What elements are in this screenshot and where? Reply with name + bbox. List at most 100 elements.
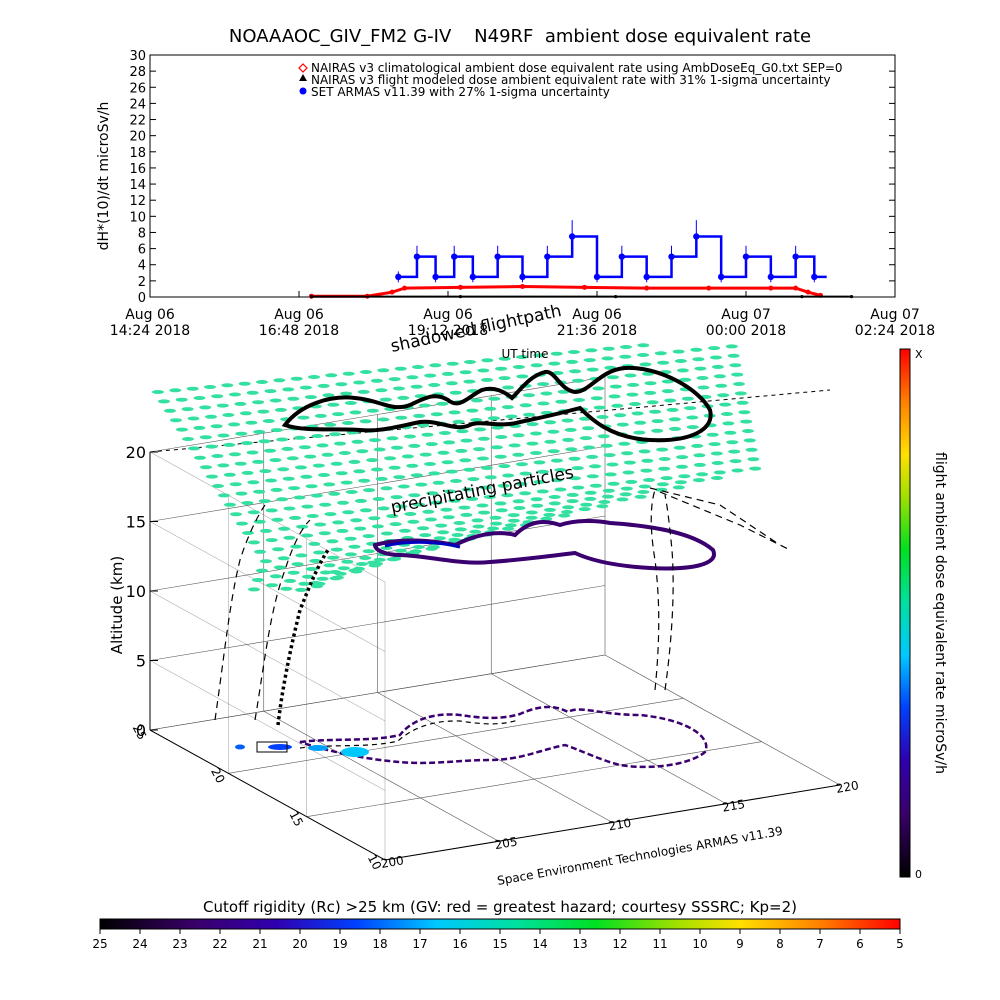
particle-mark: [573, 398, 585, 402]
particle-mark: [530, 497, 543, 502]
particle-mark: [666, 407, 679, 412]
particle-mark: [286, 456, 299, 461]
particle-mark: [309, 558, 322, 563]
particle-mark: [265, 508, 278, 513]
ground-grid-line: [228, 698, 684, 774]
particle-mark: [342, 510, 355, 515]
particle-mark: [221, 383, 234, 388]
particle-mark: [377, 417, 390, 422]
particle-mark: [564, 427, 577, 432]
particle-mark: [410, 384, 423, 389]
particle-mark: [571, 466, 584, 471]
particle-mark: [359, 556, 372, 560]
particle-mark: [413, 502, 425, 507]
particle-mark: [502, 385, 515, 390]
y-tick-label: 4: [138, 259, 146, 274]
particle-mark: [348, 544, 361, 549]
particle-mark: [602, 488, 615, 493]
particle-mark: [637, 490, 650, 494]
particle-mark: [625, 479, 638, 484]
particle-mark: [470, 418, 483, 422]
particle-mark: [247, 480, 260, 485]
y-tick-label: 0: [138, 291, 146, 306]
particle-mark: [256, 568, 268, 573]
armas-point: [469, 273, 477, 281]
particle-mark: [445, 381, 458, 386]
altitude-tick-label: 15: [126, 513, 146, 532]
particle-mark: [484, 475, 497, 480]
particle-mark: [353, 380, 366, 385]
rigidity-tick-label: 11: [652, 937, 667, 951]
particle-mark: [259, 469, 272, 474]
particle-mark: [507, 513, 520, 518]
particle-mark: [601, 356, 614, 361]
particle-mark: [495, 508, 508, 513]
particle-mark: [484, 406, 497, 411]
particle-mark: [234, 401, 247, 406]
particle-mark: [672, 349, 685, 354]
particle-mark: [448, 537, 461, 542]
particle-mark: [585, 348, 598, 353]
particle-mark: [369, 438, 381, 443]
particle-mark: [354, 526, 367, 531]
particle-mark: [460, 438, 473, 443]
particle-mark: [397, 484, 410, 489]
precipitating-particles-layer: [152, 343, 762, 592]
particle-mark: [228, 422, 241, 427]
particle-mark: [235, 491, 248, 496]
particle-mark: [481, 377, 493, 382]
particle-mark: [323, 563, 336, 568]
particle-mark: [519, 403, 532, 408]
particle-mark: [217, 463, 230, 468]
particle-mark: [637, 343, 650, 348]
rigidity-tick-label: 14: [532, 937, 547, 951]
legend-entry-climatological: NAIRAS v3 climatological ambient dose eq…: [311, 61, 843, 75]
particle-mark: [252, 400, 265, 405]
particle-mark: [479, 485, 492, 490]
particle-mark: [729, 363, 742, 368]
particle-mark: [501, 405, 514, 410]
particle-mark: [607, 375, 619, 380]
particle-mark: [426, 491, 439, 496]
flightpath-ground-shadow: [299, 705, 708, 769]
modeled-point: [800, 294, 804, 299]
particle-mark: [661, 379, 674, 384]
particle-mark: [655, 487, 668, 492]
particle-mark: [344, 401, 357, 405]
ground-grid-line: [604, 654, 841, 786]
particle-mark: [554, 468, 567, 472]
particle-mark: [216, 403, 229, 408]
particle-mark: [681, 396, 694, 401]
particle-mark: [658, 457, 671, 461]
particle-mark: [397, 395, 410, 400]
particle-mark: [616, 497, 629, 502]
particle-mark: [262, 419, 275, 423]
modeled-point: [849, 294, 854, 299]
particle-mark: [335, 471, 348, 476]
particle-mark: [566, 499, 579, 504]
particle-mark: [444, 489, 457, 494]
particle-mark: [494, 454, 507, 459]
climatological-point: [644, 285, 650, 291]
particle-mark: [598, 500, 611, 504]
particle-mark: [526, 441, 539, 446]
particle-mark: [480, 465, 493, 470]
particle-mark: [377, 506, 390, 511]
rigidity-tick-label: 24: [132, 937, 147, 951]
armas-point: [811, 273, 818, 281]
particle-mark: [743, 438, 756, 443]
particle-mark: [188, 446, 200, 451]
particle-mark: [260, 528, 272, 533]
particle-mark: [609, 384, 622, 389]
altitude-ticks: 0 5 10 15 20: [126, 443, 158, 740]
y-tick-label: 2: [138, 275, 146, 290]
particle-mark: [373, 447, 386, 452]
climatological-point: [520, 284, 525, 290]
particle-mark: [412, 365, 424, 369]
particle-mark: [512, 499, 525, 504]
particle-mark: [656, 482, 669, 487]
particle-mark: [525, 515, 538, 520]
particle-mark: [711, 476, 723, 480]
particle-mark: [706, 432, 719, 437]
particle-mark: [452, 419, 465, 424]
